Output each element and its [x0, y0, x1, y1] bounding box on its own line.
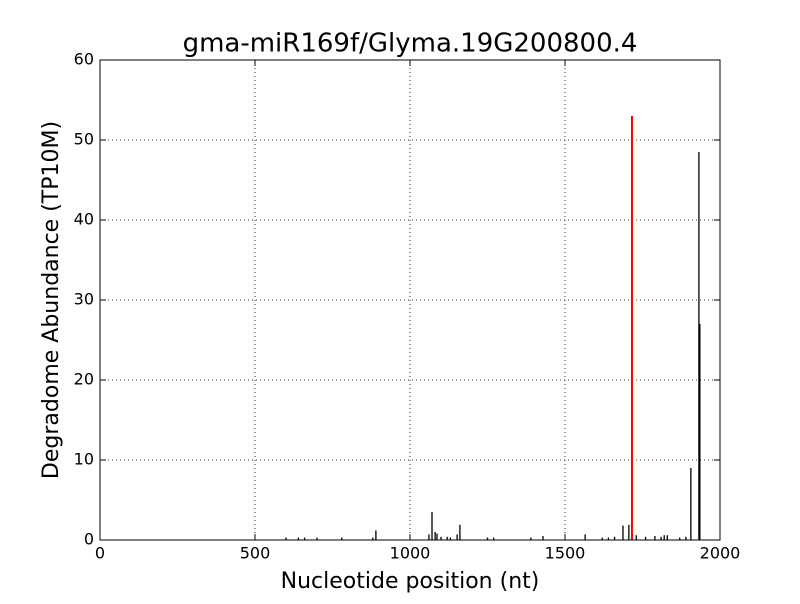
x-tick-label: 1500	[545, 544, 586, 563]
y-axis-label: Degradome Abundance (TP10M)	[39, 121, 64, 479]
y-tick-label: 20	[74, 370, 94, 389]
x-axis-label: Nucleotide position (nt)	[281, 569, 540, 594]
y-tick-label: 50	[74, 130, 94, 149]
x-tick-label: 500	[240, 544, 271, 563]
y-tick-label: 30	[74, 290, 94, 309]
chart-title: gma-miR169f/Glyma.19G200800.4	[183, 29, 638, 59]
x-tick-label: 0	[95, 544, 105, 563]
y-tick-label: 40	[74, 210, 94, 229]
x-tick-label: 1000	[390, 544, 431, 563]
x-tick-label: 2000	[700, 544, 741, 563]
y-tick-label: 0	[84, 530, 94, 549]
y-tick-label: 10	[74, 450, 94, 469]
plot-frame	[99, 59, 721, 541]
y-tick-label: 60	[74, 50, 94, 69]
